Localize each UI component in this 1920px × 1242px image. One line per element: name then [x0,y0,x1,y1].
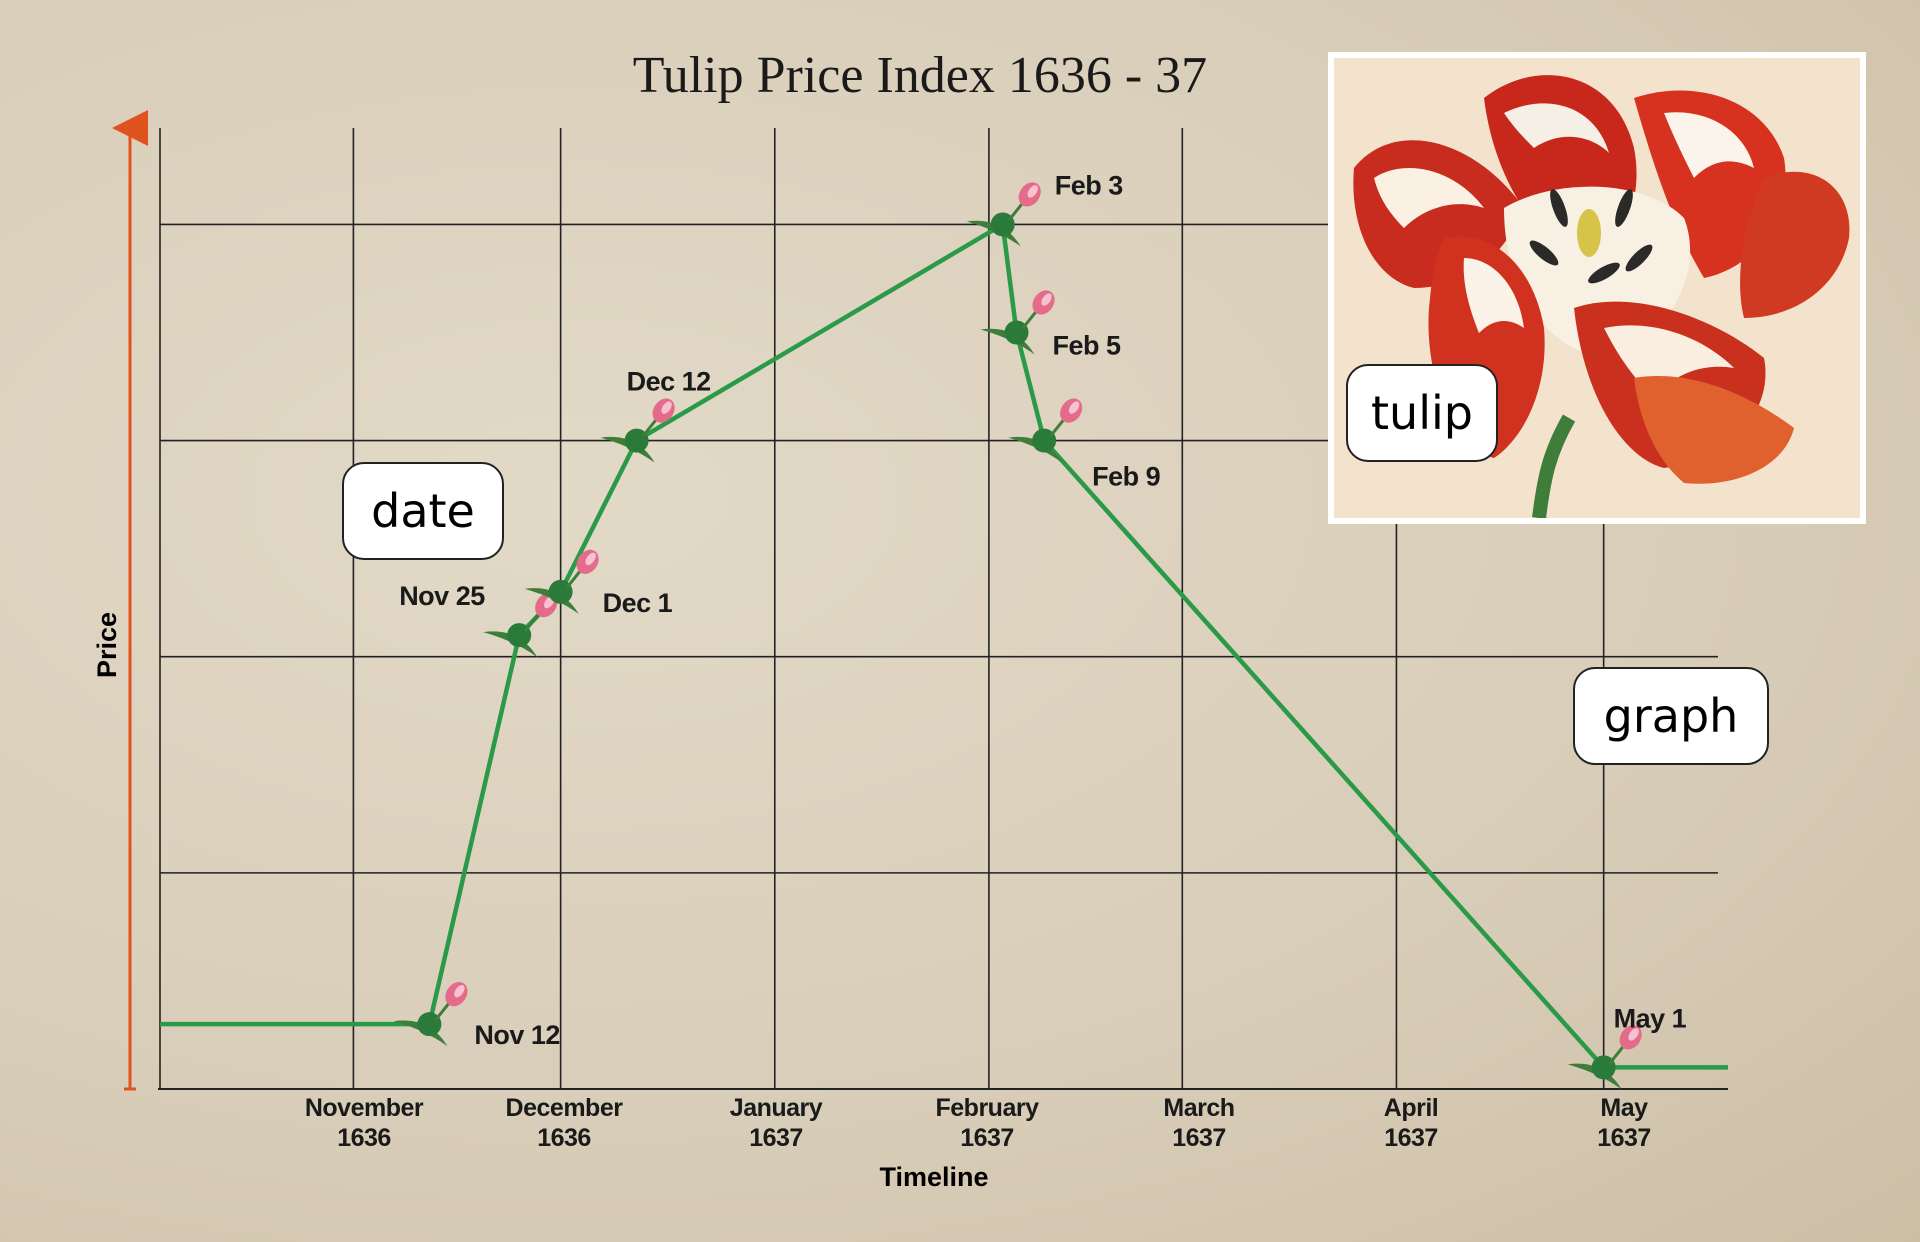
x-axis-title: Timeline [879,1162,988,1192]
point-label: Dec 12 [627,367,711,397]
tulip-point-marker [1008,398,1083,463]
x-tick-year: 1637 [1597,1124,1651,1152]
x-tick-year: 1637 [1172,1124,1226,1152]
axes [112,110,1728,1091]
x-tick-year: 1637 [749,1124,803,1152]
x-tick-month: December [506,1094,624,1122]
x-tick-year: 1637 [960,1124,1014,1152]
tulip-point-marker [980,290,1055,355]
price-line [160,222,1728,1070]
tulip-point-marker [483,593,558,658]
x-tick-year: 1636 [537,1124,591,1152]
point-label: Dec 1 [603,588,673,618]
tulip-point-marker [524,549,599,614]
point-label: Feb 9 [1092,462,1161,492]
x-tick-month: April [1384,1094,1438,1122]
bud-highlight [1027,185,1038,198]
tulip-point-marker [393,982,468,1047]
y-axis-title: Price [92,612,122,678]
x-tick-month: March [1163,1094,1234,1122]
point-label: May 1 [1614,1003,1687,1033]
x-tick-month: November [305,1094,424,1122]
point-markers [393,182,1642,1090]
point-label: Feb 3 [1055,170,1124,200]
bud-highlight [661,401,672,414]
x-tick-month: February [936,1094,1040,1122]
tulip-point-marker [966,182,1041,247]
point-label: Nov 12 [474,1020,560,1050]
tulip-point-marker [600,398,675,463]
point-label: Feb 5 [1053,331,1122,361]
x-tick-month: January [730,1094,823,1122]
x-tick-year: 1637 [1384,1124,1438,1152]
graph-word-card: graph [1573,667,1769,765]
x-tick-labels: November1636December1636January1637Febru… [305,1094,1651,1152]
bud-highlight [1628,1028,1639,1041]
price-series-line [160,222,1728,1070]
point-labels: Nov 12 Nov 25 Dec 1 Dec 12 Feb 3 Feb 5 Feb 9 Ma… [399,170,1687,1050]
x-tick-month: May [1600,1094,1648,1122]
bud-highlight [1041,293,1052,306]
point-label: Nov 25 [399,581,485,611]
x-tick-year: 1636 [337,1124,391,1152]
tulip-illustration [1328,52,1866,524]
bud-highlight [585,552,596,566]
bud-highlight [454,984,465,998]
date-word-card: date [342,462,504,560]
tulip-word-card: tulip [1346,364,1498,462]
chart-title: Tulip Price Index 1636 - 37 [633,47,1207,104]
tulip-point-marker [1567,1025,1642,1090]
bud-highlight [1068,401,1080,414]
